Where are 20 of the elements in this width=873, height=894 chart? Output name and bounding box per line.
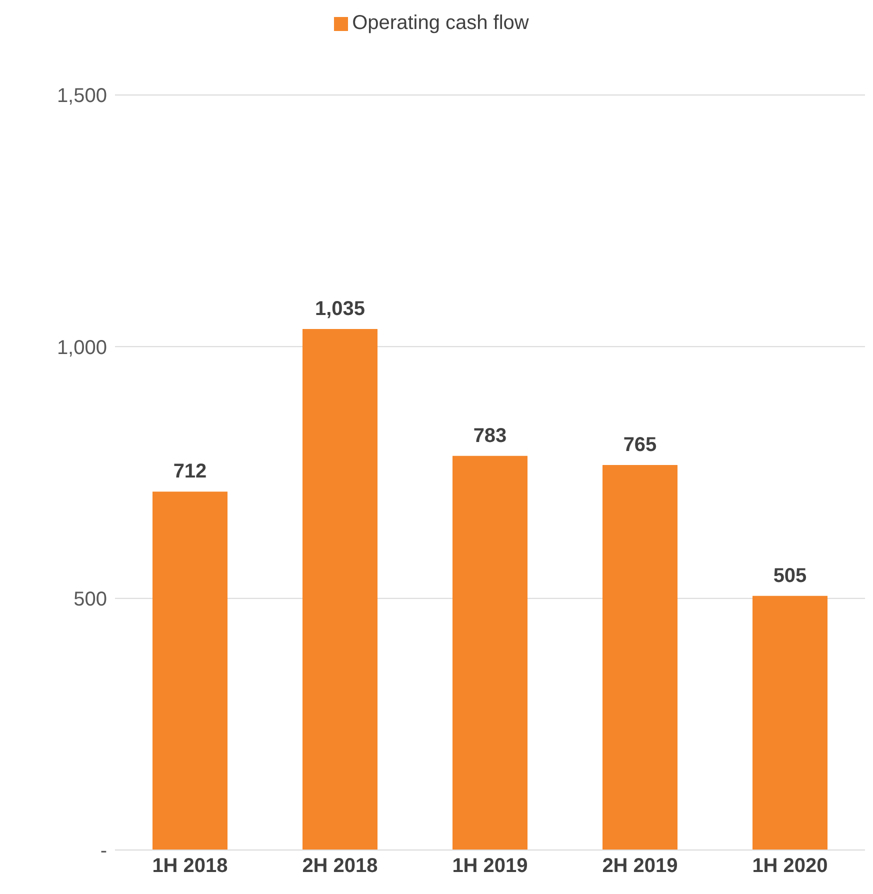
bar <box>152 492 228 850</box>
y-tick-label: 500 <box>74 588 107 610</box>
x-tick-label: 2H 2019 <box>602 855 678 878</box>
bar <box>602 464 678 850</box>
y-tick-label: 1,500 <box>56 85 107 108</box>
data-label: 783 <box>473 424 507 447</box>
x-tick-label: 1H 2018 <box>152 855 228 878</box>
data-label: 765 <box>623 434 657 456</box>
legend-label: Operating cash flow <box>352 12 529 34</box>
x-tick-label: 1H 2020 <box>752 855 828 878</box>
y-tick-label: - <box>100 840 107 862</box>
bar <box>302 329 378 850</box>
data-label: 1,035 <box>314 298 366 320</box>
x-tick-label: 2H 2018 <box>302 855 378 878</box>
bar <box>752 596 828 850</box>
data-label: 505 <box>773 564 807 587</box>
data-label: 712 <box>173 460 207 483</box>
y-tick-label: 1,000 <box>56 336 107 359</box>
x-tick-label: 1H 2019 <box>452 855 528 878</box>
bar <box>452 456 528 850</box>
